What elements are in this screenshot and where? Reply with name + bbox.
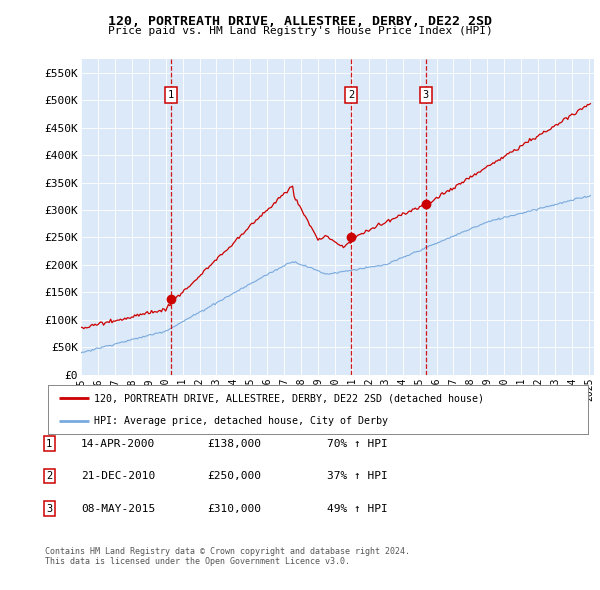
Text: 120, PORTREATH DRIVE, ALLESTREE, DERBY, DE22 2SD (detached house): 120, PORTREATH DRIVE, ALLESTREE, DERBY, … — [94, 394, 484, 404]
Text: This data is licensed under the Open Government Licence v3.0.: This data is licensed under the Open Gov… — [45, 558, 350, 566]
Text: £310,000: £310,000 — [207, 504, 261, 513]
Text: 2: 2 — [46, 471, 52, 481]
Text: 14-APR-2000: 14-APR-2000 — [81, 439, 155, 448]
Text: 1: 1 — [167, 90, 173, 100]
Text: 3: 3 — [422, 90, 429, 100]
Text: 08-MAY-2015: 08-MAY-2015 — [81, 504, 155, 513]
Text: 120, PORTREATH DRIVE, ALLESTREE, DERBY, DE22 2SD: 120, PORTREATH DRIVE, ALLESTREE, DERBY, … — [108, 15, 492, 28]
Text: 1: 1 — [46, 439, 52, 448]
Text: 70% ↑ HPI: 70% ↑ HPI — [327, 439, 388, 448]
Text: 49% ↑ HPI: 49% ↑ HPI — [327, 504, 388, 513]
Text: HPI: Average price, detached house, City of Derby: HPI: Average price, detached house, City… — [94, 415, 388, 425]
Text: Price paid vs. HM Land Registry's House Price Index (HPI): Price paid vs. HM Land Registry's House … — [107, 26, 493, 36]
Text: 21-DEC-2010: 21-DEC-2010 — [81, 471, 155, 481]
Text: Contains HM Land Registry data © Crown copyright and database right 2024.: Contains HM Land Registry data © Crown c… — [45, 547, 410, 556]
Text: 3: 3 — [46, 504, 52, 513]
Text: £250,000: £250,000 — [207, 471, 261, 481]
Text: £138,000: £138,000 — [207, 439, 261, 448]
Text: 37% ↑ HPI: 37% ↑ HPI — [327, 471, 388, 481]
Text: 2: 2 — [348, 90, 355, 100]
